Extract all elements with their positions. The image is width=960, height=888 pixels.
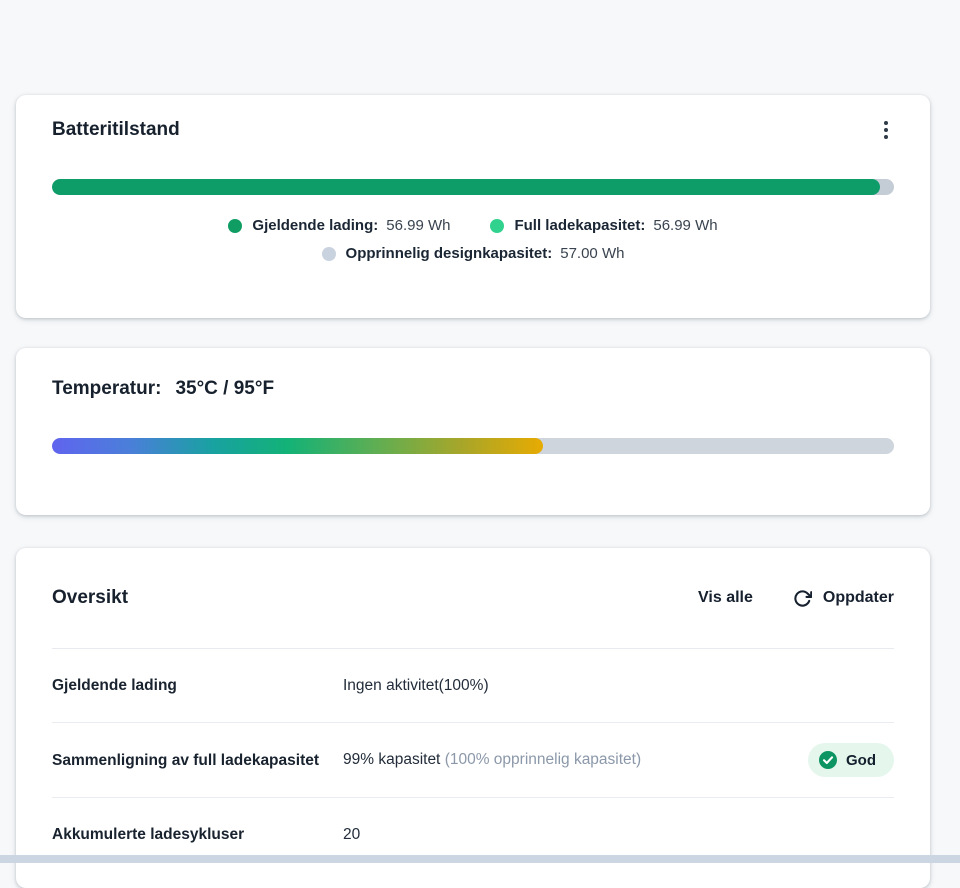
row-value: 99% kapasitet (100% opprinnelig kapasite… [343, 751, 642, 768]
legend-item-design-capacity: Opprinnelig designkapasitet: 57.00 Wh [321, 245, 625, 262]
show-all-button[interactable]: Vis alle [698, 589, 753, 606]
refresh-button[interactable]: Oppdater [793, 589, 894, 608]
overview-title: Oversikt [52, 587, 129, 608]
refresh-icon [793, 589, 812, 608]
design-capacity-dot-icon [321, 246, 336, 261]
row-value: Ingen aktivitet(100%) [343, 676, 489, 694]
battery-health-card: Batteritilstand Gjeldende lading: 56.99 … [16, 95, 930, 318]
battery-progress-fill [52, 179, 880, 195]
temperature-title: Temperatur: 35°C / 95°F [52, 378, 894, 400]
battery-card-header: Batteritilstand [52, 117, 894, 143]
overview-table: Gjeldende lading Ingen aktivitet(100%) S… [52, 648, 894, 871]
kebab-menu-icon[interactable] [878, 117, 894, 143]
row-label: Gjeldende lading [52, 677, 177, 694]
legend-label: Gjeldende lading: [252, 217, 379, 234]
table-row-current-charge: Gjeldende lading Ingen aktivitet(100%) [52, 649, 894, 722]
table-row-charge-cycles: Akkumulerte ladesykluser 20 [52, 797, 894, 871]
row-value: 20 [343, 825, 361, 843]
temperature-card: Temperatur: 35°C / 95°F [16, 348, 930, 515]
battery-progress-track [52, 179, 894, 195]
check-circle-icon [819, 751, 837, 769]
legend-label: Opprinnelig designkapasitet: [345, 245, 553, 262]
status-badge: God [808, 743, 894, 777]
legend-value: 56.99 Wh [653, 217, 718, 234]
row-label: Akkumulerte ladesykluser [52, 826, 245, 843]
legend-value: 57.00 Wh [560, 245, 625, 262]
next-section-edge [0, 855, 960, 863]
legend-label: Full ladekapasitet: [514, 217, 646, 234]
current-charge-dot-icon [228, 218, 243, 233]
legend-item-current-charge: Gjeldende lading: 56.99 Wh [228, 217, 450, 234]
battery-legend: Gjeldende lading: 56.99 Wh Full ladekapa… [52, 217, 894, 262]
legend-item-full-capacity: Full ladekapasitet: 56.99 Wh [490, 217, 718, 234]
table-row-capacity-comparison: Sammenligning av full ladekapasitet 99% … [52, 722, 894, 797]
status-badge-label: God [846, 751, 876, 769]
temperature-label: Temperatur: [52, 378, 162, 399]
battery-card-title: Batteritilstand [52, 119, 180, 140]
row-value-note: (100% opprinnelig kapasitet) [444, 751, 642, 768]
temperature-gauge-track [52, 438, 894, 454]
temperature-gauge-fill [52, 438, 543, 454]
legend-value: 56.99 Wh [386, 217, 451, 234]
temperature-value: 35°C / 95°F [175, 378, 275, 399]
overview-header: Oversikt Vis alle Oppdater [52, 548, 894, 648]
row-label: Sammenligning av full ladekapasitet [52, 751, 320, 769]
refresh-button-label: Oppdater [822, 589, 894, 606]
full-capacity-dot-icon [490, 218, 505, 233]
overview-card: Oversikt Vis alle Oppdater Gjeldende lad… [16, 548, 930, 888]
